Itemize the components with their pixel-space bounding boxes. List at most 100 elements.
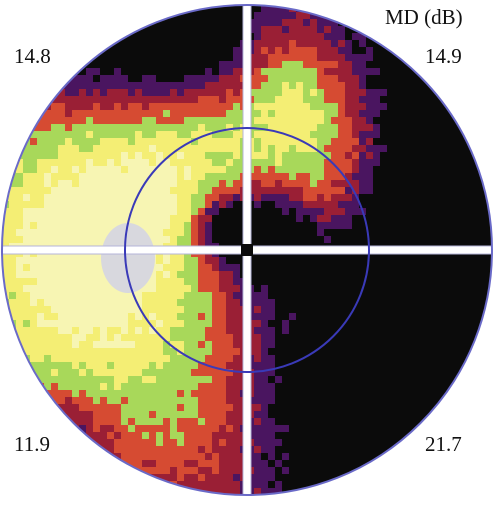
heatmap-cell <box>128 166 136 174</box>
heatmap-cell <box>443 222 451 230</box>
heatmap-cell <box>170 180 178 188</box>
heatmap-cell <box>149 488 157 495</box>
heatmap-cell <box>436 117 444 125</box>
heatmap-cell <box>142 376 150 384</box>
heatmap-cell <box>254 460 262 468</box>
heatmap-cell <box>324 474 332 482</box>
heatmap-cell <box>401 327 409 335</box>
heatmap-cell <box>331 488 339 495</box>
heatmap-cell <box>373 362 381 370</box>
heatmap-cell <box>30 236 38 244</box>
heatmap-cell <box>380 467 388 475</box>
heatmap-cell <box>366 397 374 405</box>
heatmap-cell <box>254 208 262 216</box>
heatmap-cell <box>135 446 143 454</box>
heatmap-cell <box>58 89 66 97</box>
heatmap-cell <box>373 194 381 202</box>
heatmap-cell <box>30 467 38 475</box>
heatmap-cell <box>401 299 409 307</box>
heatmap-cell <box>2 173 10 181</box>
heatmap-cell <box>331 257 339 265</box>
heatmap-cell <box>156 47 164 55</box>
heatmap-cell <box>51 446 59 454</box>
heatmap-cell <box>177 26 185 34</box>
heatmap-cell <box>268 82 276 90</box>
heatmap-cell <box>282 320 290 328</box>
heatmap-cell <box>191 411 199 419</box>
heatmap-cell <box>9 159 17 167</box>
heatmap-cell <box>79 89 87 97</box>
heatmap-cell <box>345 187 353 195</box>
heatmap-cell <box>65 33 73 41</box>
heatmap-cell <box>121 75 129 83</box>
heatmap-cell <box>170 341 178 349</box>
heatmap-cell <box>338 131 346 139</box>
heatmap-cell <box>436 264 444 272</box>
heatmap-cell <box>289 145 297 153</box>
heatmap-cell <box>58 264 66 272</box>
heatmap-cell <box>72 306 80 314</box>
heatmap-cell <box>359 306 367 314</box>
heatmap-cell <box>373 61 381 69</box>
heatmap-cell <box>394 117 402 125</box>
heatmap-cell <box>51 75 59 83</box>
heatmap-cell <box>310 33 318 41</box>
heatmap-cell <box>135 320 143 328</box>
heatmap-cell <box>177 96 185 104</box>
heatmap-cell <box>394 362 402 370</box>
heatmap-cell <box>114 96 122 104</box>
heatmap-cell <box>380 124 388 132</box>
heatmap-cell <box>359 54 367 62</box>
heatmap-cell <box>338 362 346 370</box>
heatmap-cell <box>394 341 402 349</box>
heatmap-cell <box>142 68 150 76</box>
heatmap-cell <box>107 33 115 41</box>
heatmap-cell <box>170 348 178 356</box>
heatmap-cell <box>401 306 409 314</box>
heatmap-cell <box>478 89 486 97</box>
heatmap-cell <box>2 152 10 160</box>
heatmap-cell <box>44 306 52 314</box>
heatmap-cell <box>163 145 171 153</box>
heatmap-cell <box>429 117 437 125</box>
heatmap-cell <box>191 362 199 370</box>
heatmap-cell <box>114 460 122 468</box>
heatmap-cell <box>93 369 101 377</box>
heatmap-cell <box>107 467 115 475</box>
heatmap-cell <box>436 334 444 342</box>
heatmap-cell <box>65 229 73 237</box>
heatmap-cell <box>317 292 325 300</box>
heatmap-cell <box>93 145 101 153</box>
heatmap-cell <box>30 187 38 195</box>
heatmap-cell <box>2 12 10 20</box>
heatmap-cell <box>268 362 276 370</box>
heatmap-cell <box>254 341 262 349</box>
heatmap-cell <box>317 138 325 146</box>
heatmap-cell <box>324 271 332 279</box>
heatmap-cell <box>443 117 451 125</box>
heatmap-cell <box>226 362 234 370</box>
heatmap-cell <box>65 96 73 104</box>
heatmap-cell <box>149 236 157 244</box>
heatmap-cell <box>289 131 297 139</box>
heatmap-cell <box>79 362 87 370</box>
heatmap-cell <box>478 180 486 188</box>
heatmap-cell <box>275 320 283 328</box>
heatmap-cell <box>408 362 416 370</box>
heatmap-cell <box>422 201 430 209</box>
heatmap-cell <box>310 131 318 139</box>
heatmap-cell <box>2 404 10 412</box>
heatmap-cell <box>198 404 206 412</box>
heatmap-cell <box>394 278 402 286</box>
heatmap-cell <box>331 117 339 125</box>
quadrant-bottom-left-value: 11.9 <box>14 432 50 456</box>
heatmap-cell <box>485 320 492 328</box>
heatmap-cell <box>289 327 297 335</box>
heatmap-cell <box>387 467 395 475</box>
heatmap-cell <box>429 397 437 405</box>
heatmap-cell <box>72 404 80 412</box>
heatmap-cell <box>443 131 451 139</box>
heatmap-cell <box>23 68 31 76</box>
heatmap-cell <box>408 54 416 62</box>
heatmap-cell <box>142 488 150 495</box>
